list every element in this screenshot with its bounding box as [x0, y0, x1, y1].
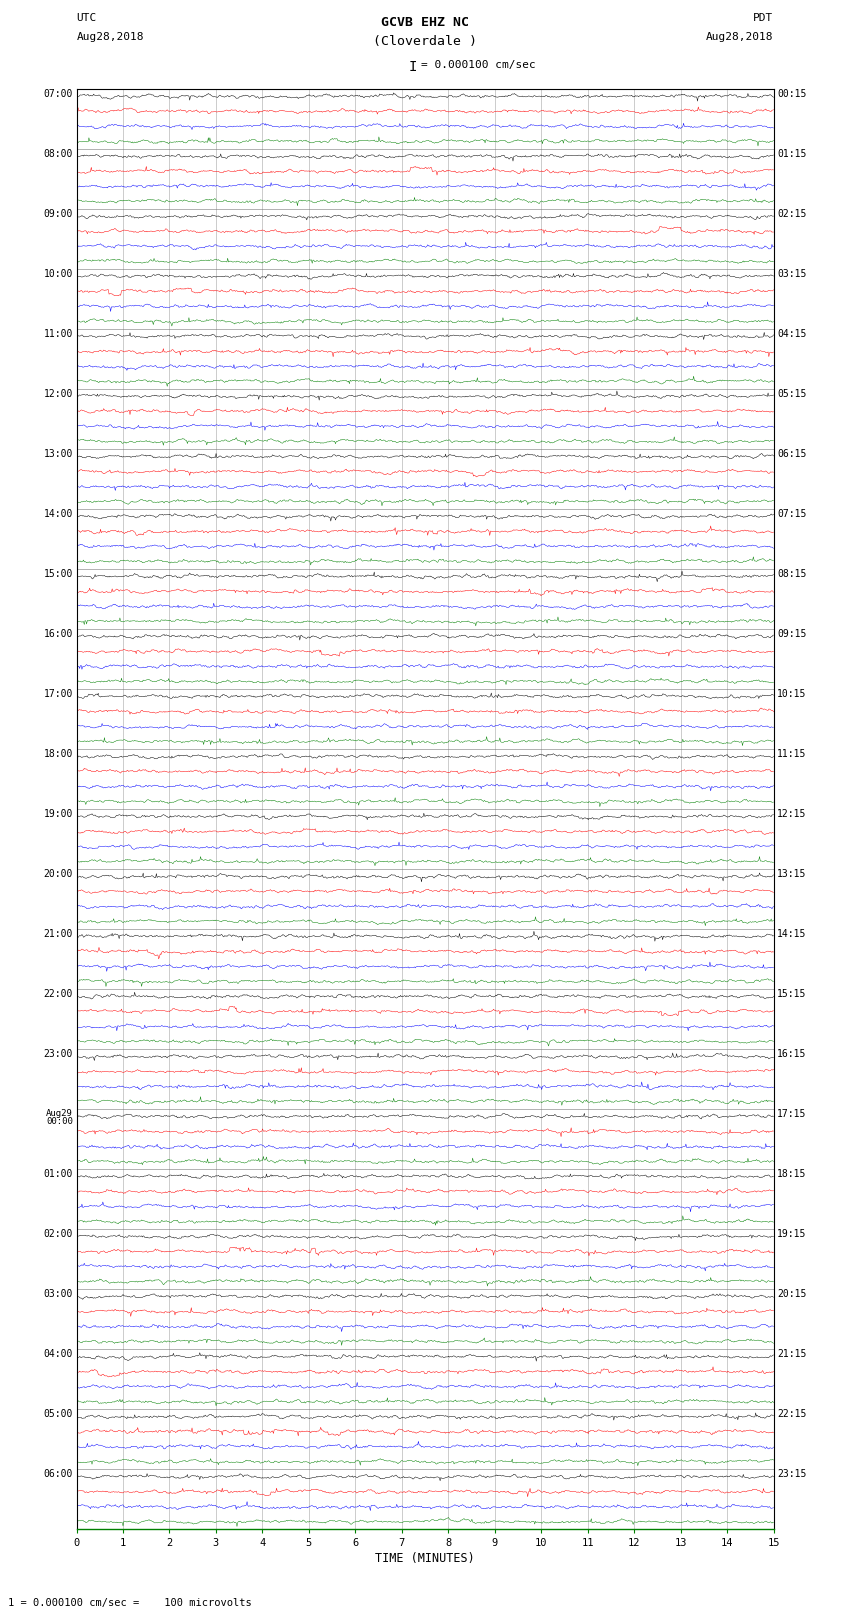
- Text: 17:00: 17:00: [43, 689, 73, 698]
- Text: 10:15: 10:15: [777, 689, 807, 698]
- Text: 03:00: 03:00: [43, 1289, 73, 1298]
- X-axis label: TIME (MINUTES): TIME (MINUTES): [375, 1552, 475, 1565]
- Text: 13:15: 13:15: [777, 869, 807, 879]
- Text: 08:15: 08:15: [777, 569, 807, 579]
- Text: Aug29: Aug29: [46, 1110, 73, 1118]
- Text: 00:00: 00:00: [46, 1116, 73, 1126]
- Text: 14:00: 14:00: [43, 508, 73, 519]
- Text: 22:00: 22:00: [43, 989, 73, 998]
- Text: 05:15: 05:15: [777, 389, 807, 398]
- Text: 06:15: 06:15: [777, 448, 807, 458]
- Text: 21:15: 21:15: [777, 1348, 807, 1360]
- Text: (Cloverdale ): (Cloverdale ): [373, 35, 477, 48]
- Text: 05:00: 05:00: [43, 1410, 73, 1419]
- Text: 12:15: 12:15: [777, 810, 807, 819]
- Text: = 0.000100 cm/sec: = 0.000100 cm/sec: [421, 60, 536, 69]
- Text: 15:15: 15:15: [777, 989, 807, 998]
- Text: 21:00: 21:00: [43, 929, 73, 939]
- Text: 20:15: 20:15: [777, 1289, 807, 1298]
- Text: 19:00: 19:00: [43, 810, 73, 819]
- Text: 11:15: 11:15: [777, 748, 807, 758]
- Text: 11:00: 11:00: [43, 329, 73, 339]
- Text: 16:15: 16:15: [777, 1048, 807, 1060]
- Text: Aug28,2018: Aug28,2018: [76, 32, 144, 42]
- Text: GCVB EHZ NC: GCVB EHZ NC: [381, 16, 469, 29]
- Text: 07:00: 07:00: [43, 89, 73, 98]
- Text: 07:15: 07:15: [777, 508, 807, 519]
- Text: 23:00: 23:00: [43, 1048, 73, 1060]
- Text: 09:00: 09:00: [43, 208, 73, 219]
- Text: 01:15: 01:15: [777, 148, 807, 158]
- Text: 09:15: 09:15: [777, 629, 807, 639]
- Text: 23:15: 23:15: [777, 1469, 807, 1479]
- Text: 12:00: 12:00: [43, 389, 73, 398]
- Text: 20:00: 20:00: [43, 869, 73, 879]
- Text: 10:00: 10:00: [43, 269, 73, 279]
- Text: 19:15: 19:15: [777, 1229, 807, 1239]
- Text: I: I: [408, 60, 416, 74]
- Text: Aug28,2018: Aug28,2018: [706, 32, 774, 42]
- Text: 03:15: 03:15: [777, 269, 807, 279]
- Text: 08:00: 08:00: [43, 148, 73, 158]
- Text: 04:00: 04:00: [43, 1348, 73, 1360]
- Text: 02:00: 02:00: [43, 1229, 73, 1239]
- Text: 04:15: 04:15: [777, 329, 807, 339]
- Text: 01:00: 01:00: [43, 1169, 73, 1179]
- Text: 14:15: 14:15: [777, 929, 807, 939]
- Text: 02:15: 02:15: [777, 208, 807, 219]
- Text: 16:00: 16:00: [43, 629, 73, 639]
- Text: 17:15: 17:15: [777, 1110, 807, 1119]
- Text: 18:15: 18:15: [777, 1169, 807, 1179]
- Text: 22:15: 22:15: [777, 1410, 807, 1419]
- Text: PDT: PDT: [753, 13, 774, 23]
- Text: 13:00: 13:00: [43, 448, 73, 458]
- Text: 06:00: 06:00: [43, 1469, 73, 1479]
- Text: 00:15: 00:15: [777, 89, 807, 98]
- Text: 18:00: 18:00: [43, 748, 73, 758]
- Text: 1 = 0.000100 cm/sec =    100 microvolts: 1 = 0.000100 cm/sec = 100 microvolts: [8, 1598, 252, 1608]
- Text: UTC: UTC: [76, 13, 97, 23]
- Text: 15:00: 15:00: [43, 569, 73, 579]
